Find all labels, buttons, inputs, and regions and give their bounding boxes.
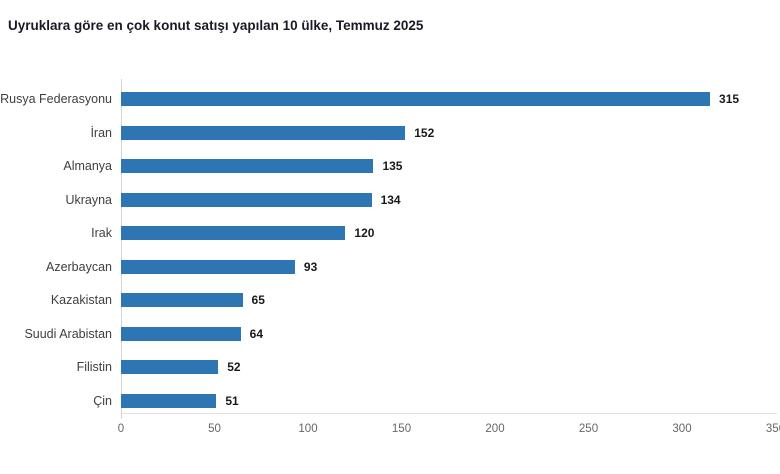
value-label: 51: [225, 393, 239, 408]
value-label: 120: [354, 226, 375, 240]
x-tick-label: 350: [765, 423, 780, 435]
value-label: 152: [414, 125, 435, 140]
category-label: Çin: [93, 393, 112, 408]
category-label: Kazakistan: [50, 293, 112, 307]
value-label: 135: [382, 159, 403, 173]
value-label: 52: [227, 360, 241, 374]
bar: [121, 125, 406, 140]
x-tick-label: 50: [208, 423, 221, 435]
category-label: Azerbaycan: [45, 259, 112, 274]
category-label: Irak: [91, 226, 112, 240]
x-tick-label: 150: [391, 423, 412, 435]
x-tick-label: 250: [578, 423, 599, 435]
bar: [121, 192, 372, 207]
x-tick-label: 100: [298, 423, 318, 435]
x-tick-label: 300: [672, 423, 692, 435]
category-label: Filistin: [76, 360, 112, 374]
category-axis-line: [121, 79, 122, 419]
bar: [121, 360, 219, 374]
bar: [121, 293, 243, 307]
bar: [121, 393, 217, 408]
bar: [121, 159, 374, 173]
value-label: 315: [719, 92, 740, 106]
value-label: 65: [251, 293, 265, 307]
bar: [121, 259, 295, 274]
value-label: 64: [249, 326, 264, 341]
value-axis-line: [121, 413, 777, 414]
chart-title: Uyruklara göre en çok konut satışı yapıl…: [8, 18, 424, 33]
category-label: Ukrayna: [65, 192, 112, 207]
value-label: 93: [303, 259, 318, 274]
value-label: 134: [380, 192, 401, 207]
category-label: Almanya: [63, 159, 112, 173]
bar: [121, 92, 711, 106]
x-tick-label: 200: [485, 423, 505, 435]
category-label: İran: [90, 125, 112, 140]
category-label: Rusya Federasyonu: [0, 92, 112, 106]
x-tick-label: 0: [117, 423, 125, 435]
bar: [121, 326, 241, 341]
category-label: Suudi Arabistan: [24, 326, 112, 341]
bar: [121, 226, 346, 240]
